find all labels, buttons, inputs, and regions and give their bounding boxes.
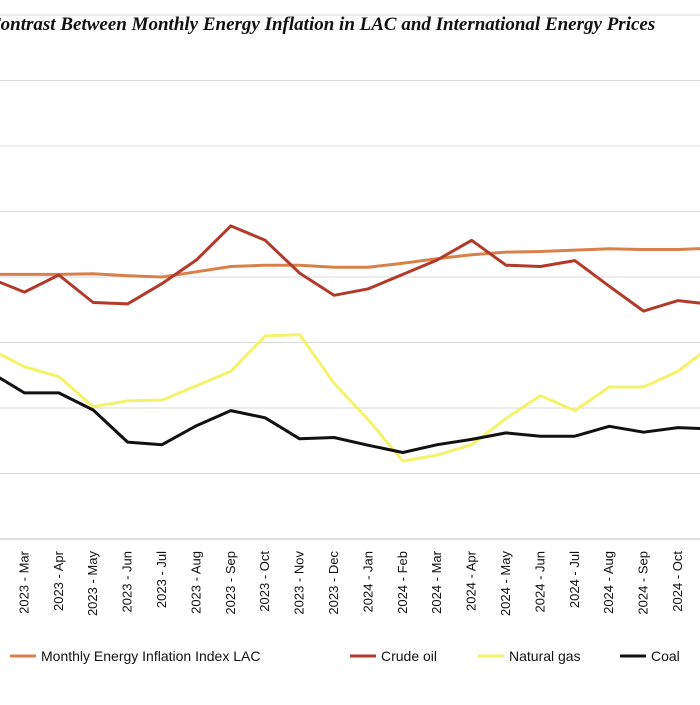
x-tick-labels: 2023 - Mar 2023 - Apr 2023 - May 2023 - Jun… (16, 550, 685, 617)
x-tick-label: 2024 - Oct (670, 551, 685, 612)
x-tick-label: 2024 - Apr (464, 550, 479, 611)
x-tick-label: 2024 - May (498, 551, 513, 617)
x-tick-label: 2023 - Oct (257, 551, 272, 612)
x-tick-label: 2023 - Jun (120, 551, 135, 612)
x-tick-label: 2024 - Mar (429, 550, 444, 614)
legend-label: Crude oil (381, 648, 437, 664)
x-tick-label: 2023 - Sep (223, 551, 238, 615)
legend-label: Natural gas (509, 648, 581, 664)
x-tick-label: 2023 - Mar (16, 550, 31, 614)
x-tick-label: 2023 - Jul (154, 551, 169, 608)
series-line-3 (0, 333, 700, 463)
x-tick-label: 2023 - Nov (292, 551, 307, 615)
x-tick-label: 2024 - Sep (636, 551, 651, 615)
x-tick-label: 2024 - Jul (567, 551, 582, 608)
x-tick-label: 2024 - Jan (360, 551, 375, 612)
series-line-1 (0, 247, 700, 279)
legend: Monthly Energy Inflation Index LAC Crude … (10, 648, 680, 664)
series-line-4 (0, 376, 700, 454)
series-line-2 (0, 224, 700, 313)
x-tick-label: 2023 - Aug (188, 551, 203, 614)
x-tick-label: 2024 - Aug (601, 551, 616, 614)
x-tick-label: 2024 - Feb (395, 551, 410, 614)
gridlines (0, 14, 700, 474)
x-tick-label: 2023 - Dec (326, 551, 341, 615)
x-tick-label: 2023 - May (85, 551, 100, 617)
x-tick-label: 2023 - Apr (51, 550, 66, 611)
legend-label: Monthly Energy Inflation Index LAC (41, 648, 260, 664)
x-tick-label: 2024 - Jun (532, 551, 547, 612)
legend-label: Coal (651, 648, 680, 664)
chart-title: Contrast Between Monthly Energy Inflatio… (0, 14, 656, 35)
